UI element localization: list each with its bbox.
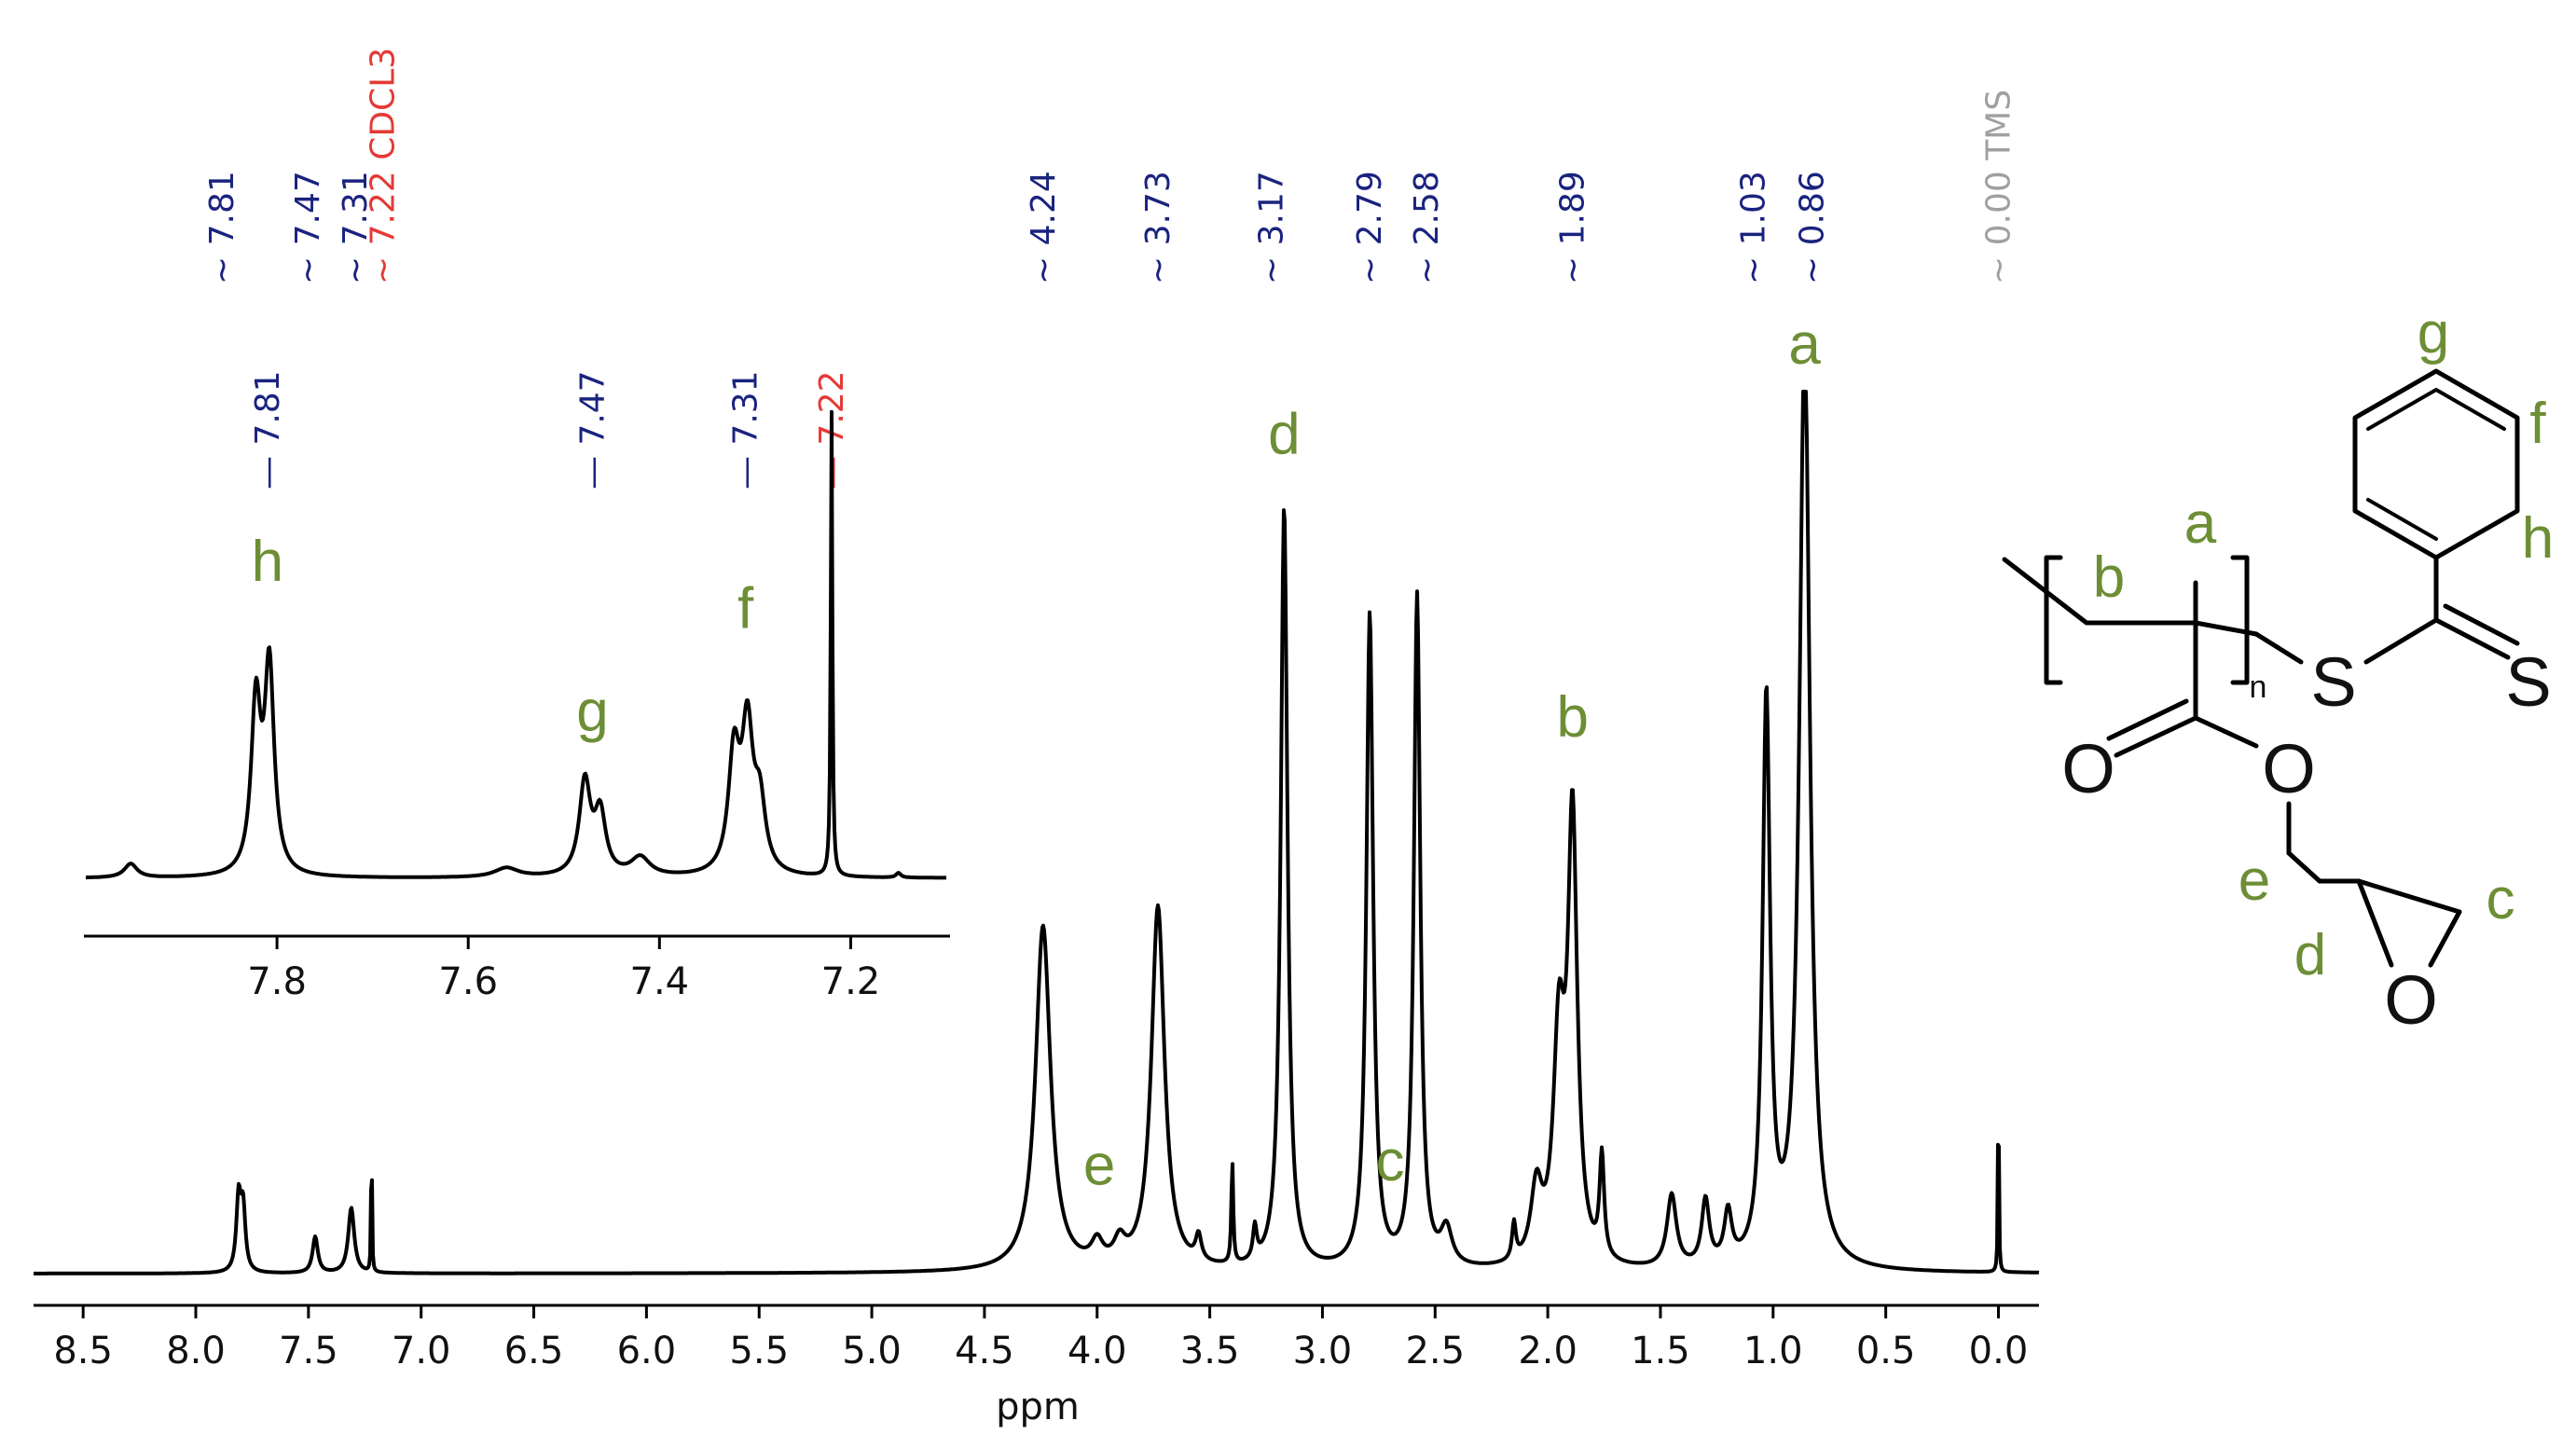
struct-label-e: e (2239, 848, 2270, 913)
benzene-ring (2352, 368, 2520, 560)
main-x-tick-label: 0.0 (1969, 1330, 2029, 1372)
struct-label-g: g (2418, 301, 2449, 365)
struct-label-d: d (2294, 923, 2326, 987)
inset-peak-assignments: h g f (252, 530, 754, 744)
ester-o-bond (2193, 715, 2259, 749)
main-spectrum-chart: ~ 7.81 ~ 7.47 ~ 7.31~ 7.22 CDCL3 ~ 4.24 ~ 3.… (33, 48, 2040, 1428)
bracket-right (2230, 555, 2250, 685)
benzene-inner-bond (2366, 498, 2438, 541)
main-peak-label: ~ 7.22 CDCL3 (365, 48, 403, 284)
main-x-tick-label: 0.5 (1856, 1330, 1916, 1372)
main-peak-label: ~ 4.24 (1025, 171, 1063, 284)
s-chain-bond (2253, 631, 2304, 665)
struct-label-f: f (2529, 392, 2546, 456)
main-x-axis-title: ppm (996, 1386, 1080, 1428)
inset-assignment-h: h (252, 530, 283, 594)
repeat-subscript: n (2250, 669, 2267, 705)
main-x-tick-label: 8.0 (166, 1330, 226, 1372)
inset-x-tick-label: 7.6 (438, 960, 498, 1003)
main-x-tick-label: 2.0 (1518, 1330, 1577, 1372)
atom-o-epoxide: O (2384, 961, 2438, 1039)
epoxide-co-bond (2356, 878, 2394, 968)
inset-x-tick-label: 7.2 (821, 960, 881, 1003)
main-x-tick-label: 2.5 (1405, 1330, 1465, 1372)
main-peak-label: ~ 7.47 (289, 171, 327, 284)
main-peak-label: ~ 2.58 (1408, 171, 1446, 284)
inset-assignment-f: f (737, 576, 754, 641)
backbone (2002, 557, 2259, 637)
main-spectrum-trace (33, 390, 2040, 1276)
main-x-tick-label: 4.0 (1068, 1330, 1127, 1372)
inset-peak-label: — 7.47 (574, 370, 613, 490)
main-assignment-c: c (1375, 1129, 1404, 1193)
atom-s-thioether: S (2310, 643, 2356, 721)
inset-spectrum-chart: — 7.81— 7.47— 7.31— 7.22 7.8 7.6 7.4 7.2 hg… (79, 354, 956, 1003)
inset-x-tick-label: 7.8 (247, 960, 307, 1003)
main-x-tick-label: 6.0 (617, 1330, 677, 1372)
struct-label-h: h (2522, 506, 2554, 571)
inset-x-tick-label: 7.4 (630, 960, 690, 1003)
inset-peak-label: — 7.31 (727, 370, 765, 490)
benzene-inner-bonds (2366, 388, 2506, 431)
bracket-left (2044, 555, 2063, 685)
main-x-ticks: 8.5 8.0 7.5 7.0 6.5 6.0 5.5 5.0 4.5 4.0 3.5 3.0 2.5 2… (53, 1305, 2028, 1372)
struct-label-b: b (2093, 545, 2125, 610)
main-peak-label: ~ 0.00 TMS (1979, 90, 2018, 284)
main-x-tick-label: 1.5 (1631, 1330, 1690, 1372)
main-peak-labels: ~ 7.81 ~ 7.47 ~ 7.31~ 7.22 CDCL3 ~ 4.24 ~ 3.… (203, 48, 2018, 284)
main-peak-label: ~ 7.31 (337, 171, 375, 284)
thioether-bond (2363, 617, 2439, 665)
main-peak-assignments: a b c d e (1083, 312, 1821, 1197)
epoxide-cc-bond (2356, 878, 2462, 915)
inset-spectrum-trace (85, 409, 947, 880)
carbonyl-bond-2 (2106, 698, 2189, 741)
atom-o-ester: O (2262, 730, 2316, 807)
thione-bond-2 (2443, 603, 2520, 646)
inset-x-ticks: 7.8 7.6 7.4 7.2 (247, 936, 880, 1003)
main-assignment-e: e (1083, 1133, 1115, 1197)
main-x-tick-label: 3.5 (1180, 1330, 1240, 1372)
struct-label-c: c (2486, 867, 2515, 931)
main-assignment-a: a (1788, 312, 1821, 377)
main-x-tick-label: 4.5 (955, 1330, 1014, 1372)
atom-s-thione: S (2505, 643, 2551, 721)
main-assignment-b: b (1556, 685, 1588, 750)
main-peak-label: ~ 3.17 (1252, 171, 1290, 284)
inset-peak-labels: — 7.81— 7.47— 7.31— 7.22 (249, 370, 851, 490)
main-peak-label: ~ 1.89 (1554, 171, 1592, 284)
carbonyl-bond (2114, 715, 2198, 758)
methylene-bond (2286, 850, 2322, 884)
main-x-tick-label: 1.0 (1743, 1330, 1803, 1372)
inset-peak-label: — 7.81 (249, 370, 287, 490)
main-x-tick-label: 7.0 (392, 1330, 451, 1372)
inset-background (79, 354, 956, 937)
main-peak-label: ~ 2.79 (1351, 171, 1389, 284)
epoxide-co-bond-2 (2428, 909, 2462, 968)
main-peak-label: ~ 7.81 (203, 171, 241, 284)
main-x-tick-label: 3.0 (1293, 1330, 1353, 1372)
main-x-tick-label: 8.5 (53, 1330, 113, 1372)
main-peak-label: ~ 1.03 (1735, 171, 1773, 284)
main-peak-label: ~ 3.73 (1139, 171, 1178, 284)
main-x-tick-label: 5.0 (842, 1330, 902, 1372)
inset-assignment-g: g (576, 679, 608, 743)
struct-label-a: a (2184, 491, 2217, 556)
main-peak-label: ~ 0.86 (1794, 171, 1832, 284)
thione-bond (2433, 617, 2511, 660)
main-x-tick-label: 7.5 (279, 1330, 338, 1372)
main-x-tick-label: 5.5 (729, 1330, 789, 1372)
main-x-tick-label: 6.5 (504, 1330, 564, 1372)
main-assignment-d: d (1268, 403, 1300, 467)
atom-o-carbonyl: O (2061, 730, 2115, 807)
chemical-structure: S S O O O n g f h a b e c d (2002, 301, 2554, 1039)
